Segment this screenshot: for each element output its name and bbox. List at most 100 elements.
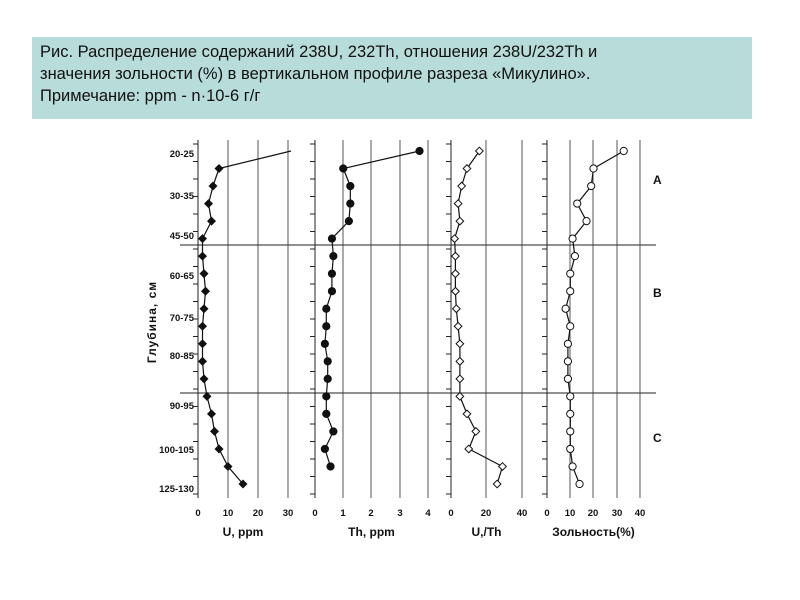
- x-tick-label: 0: [312, 508, 317, 519]
- data-point: [322, 304, 331, 313]
- depth-label: 80-85: [170, 351, 195, 362]
- data-point: [327, 269, 337, 278]
- data-point: [455, 356, 465, 366]
- data-point: [587, 181, 596, 191]
- x-tick-label: 30: [612, 508, 623, 519]
- zone-label-a: A: [653, 173, 662, 187]
- data-point: [206, 216, 217, 226]
- data-point: [329, 252, 338, 261]
- data-point: [238, 479, 248, 489]
- x-tick-label: 30: [283, 508, 294, 519]
- caption-line-2: значения зольности (%) в вертикальном пр…: [40, 65, 591, 83]
- data-point: [323, 374, 332, 383]
- x-tick-label: 10: [223, 508, 234, 519]
- data-point: [589, 164, 598, 173]
- data-point: [450, 269, 460, 279]
- x-tick-label: 20: [253, 508, 264, 519]
- depth-label: 20-25: [170, 149, 195, 160]
- x-tick-label: 1: [340, 508, 346, 519]
- data-point: [197, 251, 208, 261]
- data-point: [415, 146, 424, 156]
- data-point: [568, 462, 577, 471]
- x-tick-label: 4: [425, 508, 431, 519]
- data-point: [197, 356, 208, 366]
- x-tick-label: 20: [481, 508, 492, 519]
- data-point: [209, 426, 220, 436]
- data-point: [455, 216, 465, 226]
- data-point: [214, 444, 224, 454]
- zone-label-c: C: [653, 431, 662, 445]
- x-axis-title: Зольность(%): [552, 525, 635, 539]
- depth-label: 60-65: [170, 271, 195, 282]
- data-point: [214, 164, 224, 174]
- caption-line-3: Примечание: ppm - n·10-6 г/г: [40, 87, 261, 105]
- x-tick-label: 3: [397, 508, 402, 519]
- data-point: [223, 461, 233, 471]
- x-axis-title: Th, ppm: [348, 525, 395, 539]
- data-point: [566, 409, 575, 418]
- x-tick-label: 40: [635, 508, 646, 519]
- depth-label: 70-75: [170, 313, 195, 324]
- x-tick-label: 0: [544, 508, 549, 519]
- data-point: [566, 269, 575, 278]
- depth-label: 125-130: [159, 484, 194, 495]
- data-point: [566, 322, 575, 331]
- data-point: [346, 181, 355, 191]
- data-point: [573, 199, 582, 208]
- caption-line-1: Рис. Распределение содержаний 238U, 232T…: [40, 43, 598, 61]
- data-point: [471, 426, 481, 436]
- data-point: [563, 339, 573, 348]
- x-tick-label: 2: [368, 508, 373, 519]
- series-line: [453, 150, 504, 485]
- data-point: [563, 374, 573, 383]
- zone-label-b: B: [653, 286, 662, 300]
- data-point: [566, 392, 575, 401]
- depth-label: 30-35: [170, 191, 195, 202]
- data-point: [570, 252, 580, 261]
- data-point: [575, 479, 584, 489]
- data-point: [566, 427, 575, 436]
- data-point: [323, 357, 332, 366]
- data-point: [474, 146, 484, 156]
- data-point: [206, 409, 217, 419]
- data-point: [455, 374, 465, 384]
- data-point: [455, 339, 465, 349]
- data-point: [199, 374, 209, 384]
- data-point: [320, 339, 329, 348]
- data-point: [329, 427, 338, 436]
- data-point: [563, 357, 573, 366]
- data-point: [462, 409, 472, 419]
- data-point: [497, 461, 507, 471]
- series-line: [324, 150, 420, 467]
- data-point: [455, 391, 465, 401]
- data-point: [197, 339, 208, 349]
- data-point: [566, 444, 575, 454]
- data-point: [492, 479, 502, 489]
- data-point: [619, 146, 628, 156]
- data-point: [203, 199, 214, 209]
- data-point: [327, 287, 337, 296]
- data-point: [327, 234, 337, 243]
- depth-label: 100-105: [159, 445, 195, 456]
- data-point: [320, 444, 329, 454]
- data-point: [450, 251, 460, 261]
- data-point: [568, 234, 577, 243]
- x-tick-label: 10: [565, 508, 576, 519]
- data-point: [197, 321, 208, 331]
- data-point: [202, 391, 212, 401]
- x-axis-title: U,/Th: [472, 525, 502, 539]
- data-point: [200, 286, 211, 296]
- data-point: [457, 181, 467, 191]
- data-point: [464, 444, 474, 454]
- data-point: [346, 199, 355, 208]
- data-point: [566, 287, 575, 296]
- data-point: [326, 462, 335, 471]
- x-tick-label: 0: [195, 508, 200, 519]
- data-point: [197, 234, 208, 244]
- data-point: [322, 392, 331, 401]
- x-tick-label: 40: [517, 508, 528, 519]
- data-point: [322, 322, 331, 331]
- x-tick-label: 20: [588, 508, 599, 519]
- data-point: [322, 409, 331, 418]
